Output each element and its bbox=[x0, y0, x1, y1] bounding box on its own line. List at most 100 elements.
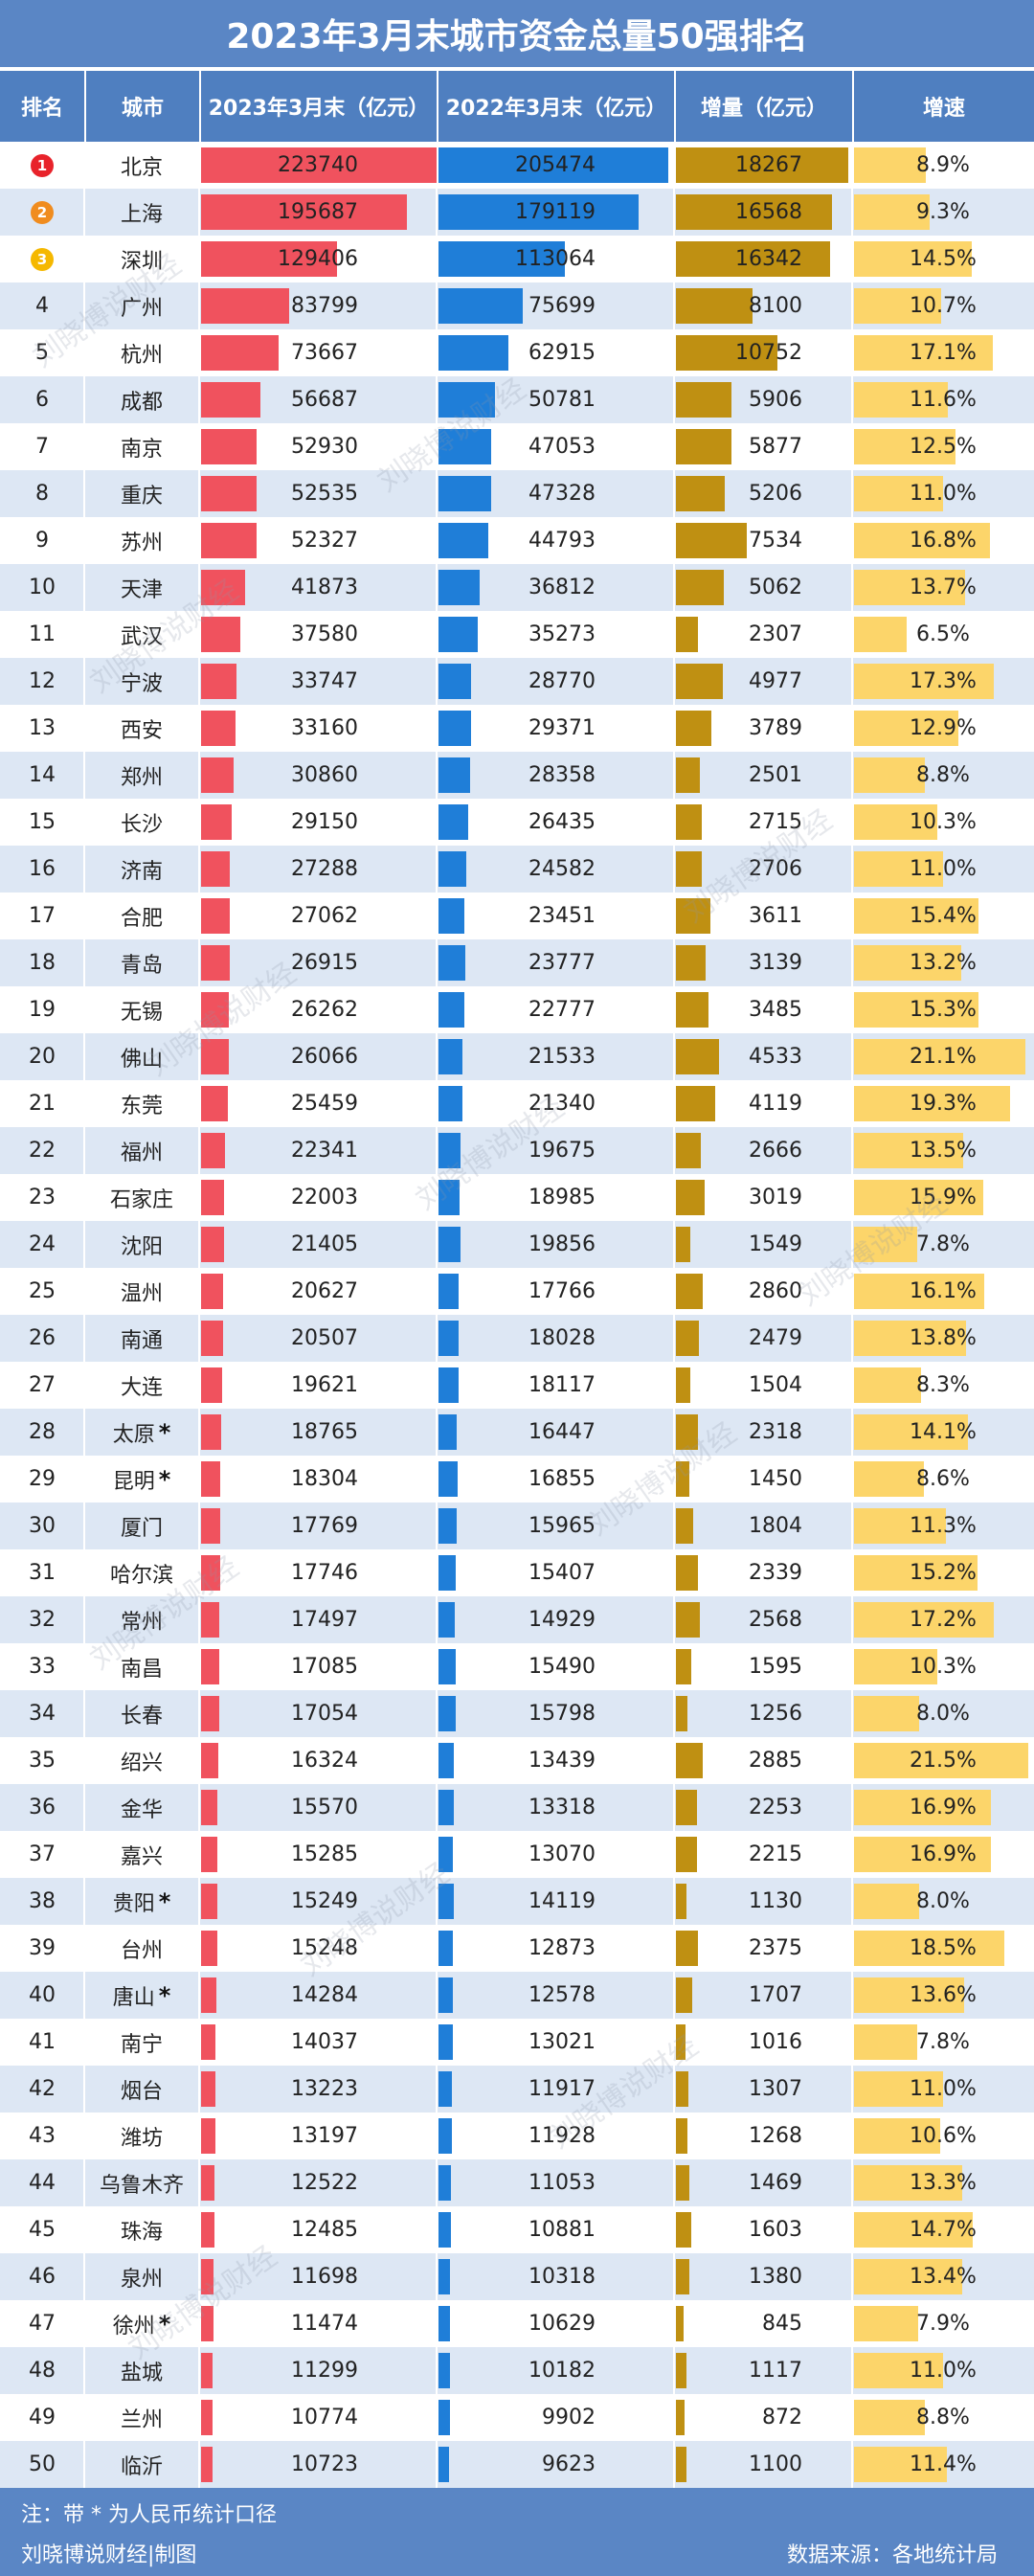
value-increase: 1130 bbox=[749, 1889, 802, 1913]
bar-2022 bbox=[438, 1086, 462, 1121]
rank-cell: 35 bbox=[29, 1749, 56, 1773]
value-increase: 1595 bbox=[749, 1655, 802, 1679]
bar-2022 bbox=[438, 241, 565, 277]
city-cell: 上海 bbox=[84, 189, 199, 236]
column-divider bbox=[436, 1831, 438, 1878]
value-2022: 47053 bbox=[528, 435, 596, 459]
value-2022: 28770 bbox=[528, 669, 596, 693]
bar-2023 bbox=[201, 1180, 224, 1215]
city-cell: 盐城 bbox=[84, 2347, 199, 2394]
column-divider bbox=[851, 189, 853, 236]
column-divider bbox=[83, 1174, 85, 1221]
city-name: 合肥 bbox=[120, 906, 163, 931]
bar-growth bbox=[854, 1180, 983, 1215]
column-divider bbox=[83, 564, 85, 611]
city-cell: 长春 bbox=[84, 1690, 199, 1737]
column-divider bbox=[436, 705, 438, 752]
column-divider bbox=[198, 2159, 200, 2206]
column-divider bbox=[851, 799, 853, 846]
rank-cell: 16 bbox=[29, 857, 56, 881]
column-divider bbox=[83, 376, 85, 423]
bar-2023 bbox=[201, 1086, 228, 1121]
bar-2022 bbox=[438, 1508, 457, 1544]
bar-2022 bbox=[438, 1884, 454, 1919]
column-divider bbox=[673, 1456, 675, 1503]
value-growth: 16.9% bbox=[910, 1796, 977, 1819]
column-divider bbox=[198, 1127, 200, 1174]
city-cell: 苏州 bbox=[84, 517, 199, 564]
value-increase: 1380 bbox=[749, 2265, 802, 2289]
bar-growth bbox=[854, 1508, 946, 1544]
column-divider bbox=[436, 2253, 438, 2300]
bar-increase bbox=[676, 1977, 692, 2013]
column-divider bbox=[436, 1596, 438, 1643]
city-name: 烟台 bbox=[120, 2079, 163, 2104]
column-divider bbox=[851, 1972, 853, 2019]
bar-increase bbox=[676, 147, 848, 183]
value-increase: 2885 bbox=[749, 1749, 802, 1773]
city-name: 杭州 bbox=[120, 343, 163, 368]
value-2023: 15249 bbox=[291, 1889, 358, 1913]
bar-increase bbox=[676, 2353, 686, 2388]
city-name: 东莞 bbox=[120, 1094, 163, 1119]
column-divider bbox=[436, 939, 438, 986]
rank-cell: 22 bbox=[29, 1139, 56, 1163]
rank-cell: 1 bbox=[0, 142, 84, 189]
column-divider bbox=[673, 376, 675, 423]
bar-2023 bbox=[201, 476, 257, 511]
bar-2023 bbox=[201, 429, 257, 464]
bar-2022 bbox=[438, 1414, 457, 1450]
value-2022: 11917 bbox=[528, 2077, 596, 2101]
value-growth: 12.9% bbox=[910, 716, 977, 740]
rmb-star-icon: * bbox=[158, 1981, 171, 2009]
column-divider bbox=[198, 611, 200, 658]
table-row: 2 上海 195687 179119 16568 9.3% bbox=[0, 189, 1034, 236]
header-growth: 增速 bbox=[852, 71, 1034, 142]
value-increase: 2860 bbox=[749, 1279, 802, 1303]
rmb-star-icon: * bbox=[158, 1418, 171, 1446]
header-2022: 2022年3月末（亿元） bbox=[437, 71, 674, 142]
table-row: 14 郑州 30860 28358 2501 8.8% bbox=[0, 752, 1034, 799]
column-divider bbox=[851, 423, 853, 470]
bar-increase bbox=[676, 1508, 693, 1544]
column-divider bbox=[436, 329, 438, 376]
column-divider bbox=[851, 1690, 853, 1737]
bar-2022 bbox=[438, 804, 468, 840]
bar-2023 bbox=[201, 898, 230, 934]
value-2022: 18117 bbox=[528, 1373, 596, 1397]
city-cell: 北京 bbox=[84, 142, 199, 189]
city-cell: 临沂 bbox=[84, 2441, 199, 2488]
value-growth: 8.8% bbox=[916, 763, 970, 787]
column-divider bbox=[198, 423, 200, 470]
city-cell: 太原 * bbox=[84, 1409, 199, 1456]
column-divider bbox=[198, 1737, 200, 1784]
value-2023: 11698 bbox=[291, 2265, 358, 2289]
city-cell: 潍坊 bbox=[84, 2113, 199, 2159]
bar-2023 bbox=[201, 1696, 219, 1731]
bar-growth bbox=[854, 945, 961, 981]
bar-2023 bbox=[201, 2353, 213, 2388]
column-divider bbox=[198, 142, 200, 189]
bar-2022 bbox=[438, 1977, 453, 2013]
column-divider bbox=[83, 1925, 85, 1972]
bar-increase bbox=[676, 476, 725, 511]
city-name: 武汉 bbox=[120, 624, 163, 649]
bar-2022 bbox=[438, 617, 478, 652]
city-cell: 烟台 bbox=[84, 2066, 199, 2113]
city-cell: 沈阳 bbox=[84, 1221, 199, 1268]
bar-growth bbox=[854, 992, 978, 1028]
bar-increase bbox=[676, 1743, 703, 1778]
bar-2023 bbox=[201, 757, 234, 793]
value-growth: 13.4% bbox=[910, 2265, 977, 2289]
bar-growth bbox=[854, 1086, 1010, 1121]
bar-2023 bbox=[201, 804, 232, 840]
column-divider bbox=[198, 2394, 200, 2441]
column-divider bbox=[198, 1972, 200, 2019]
table-row: 44 乌鲁木齐 12522 11053 1469 13.3% bbox=[0, 2159, 1034, 2206]
rank-cell: 25 bbox=[29, 1279, 56, 1303]
value-increase: 2375 bbox=[749, 1936, 802, 1960]
value-increase: 2339 bbox=[749, 1561, 802, 1585]
column-divider bbox=[851, 142, 853, 189]
rank-cell: 31 bbox=[29, 1561, 56, 1585]
